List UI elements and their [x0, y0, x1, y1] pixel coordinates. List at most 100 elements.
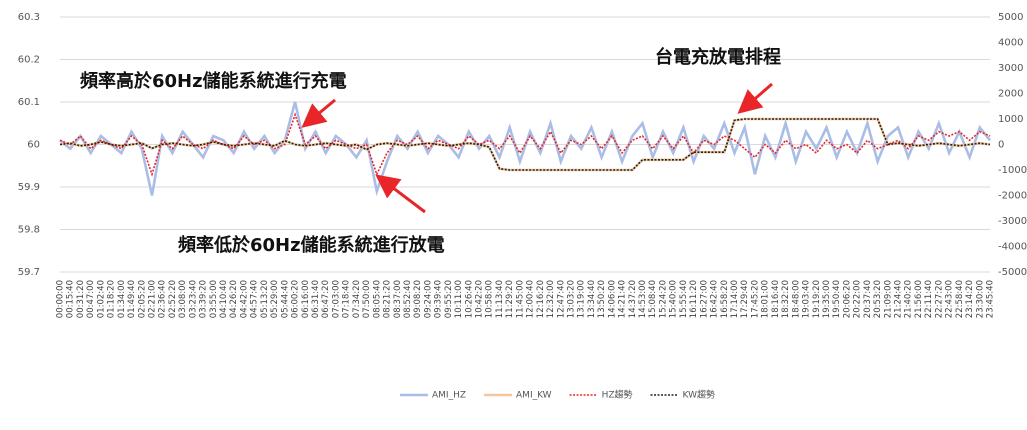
x-tick-label: 12:47:40	[556, 280, 566, 318]
x-tick-label: 16:58:20	[720, 280, 730, 318]
x-tick-label: 16:27:00	[699, 280, 709, 318]
x-tick-label: 21:40:20	[904, 280, 914, 318]
x-tick-label: 07:34:20	[352, 280, 362, 318]
x-tick-label: 14:53:00	[638, 280, 648, 318]
x-tick-label: 04:26:20	[229, 280, 239, 318]
x-tick-label: 03:55:00	[209, 280, 219, 318]
x-tick-label: 18:16:40	[771, 280, 781, 318]
x-tick-label: 06:00:20	[291, 280, 301, 318]
x-tick-label: 00:00:00	[56, 280, 66, 318]
x-tick-label: 10:58:00	[485, 280, 495, 318]
x-tick-label: 10:42:20	[475, 280, 485, 318]
x-tick-label: 00:15:40	[66, 280, 76, 318]
y-tick-label: 60	[27, 140, 40, 151]
x-tick-label: 19:03:40	[802, 280, 812, 318]
x-tick-label: 09:24:00	[423, 280, 433, 318]
x-tick-label: 14:06:00	[607, 280, 617, 318]
x-tick-label: 21:09:00	[883, 280, 893, 318]
y-tick-label: 59.9	[18, 182, 40, 193]
x-tick-label: 00:31:20	[76, 280, 86, 318]
x-tick-label: 05:13:20	[260, 280, 270, 318]
x-tick-label: 10:11:00	[454, 280, 464, 318]
x-tick-label: 10:26:40	[464, 280, 474, 318]
series-line	[59, 112, 991, 177]
x-tick-label: 23:14:20	[965, 280, 975, 318]
legend-label: KW趨勢	[683, 389, 715, 401]
x-tick-label: 22:58:40	[955, 280, 965, 318]
x-tick-label: 00:47:00	[86, 280, 96, 318]
x-tick-label: 18:01:00	[761, 280, 771, 318]
x-tick-label: 23:30:00	[975, 280, 985, 318]
x-tick-label: 16:11:20	[689, 280, 699, 318]
y-tick-label: 59.8	[18, 225, 40, 236]
y2-tick-label: 3000	[998, 63, 1023, 74]
y2-tick-label: -3000	[998, 216, 1027, 227]
x-tick-label: 22:43:00	[945, 280, 955, 318]
x-tick-label: 01:49:40	[127, 280, 137, 318]
arrow	[301, 98, 336, 128]
x-tick-label: 19:50:40	[832, 280, 842, 318]
x-tick-label: 13:50:20	[597, 280, 607, 318]
x-tick-label: 08:21:20	[383, 280, 393, 318]
y-tick-label: 60.2	[18, 55, 40, 66]
x-tick-label: 03:08:00	[178, 280, 188, 318]
x-tick-label: 06:31:40	[311, 280, 321, 318]
x-tick-label: 01:34:00	[117, 280, 127, 318]
y2-tick-label: -4000	[998, 242, 1027, 253]
x-tick-label: 04:10:40	[219, 280, 229, 318]
x-tick-label: 17:45:20	[750, 280, 760, 318]
x-tick-label: 11:29:20	[505, 280, 515, 318]
x-tick-label: 23:45:40	[986, 280, 996, 318]
x-tick-label: 01:02:40	[96, 280, 106, 318]
x-tick-label: 22:27:20	[934, 280, 944, 318]
x-tick-label: 05:29:00	[270, 280, 280, 318]
x-tick-label: 02:05:20	[137, 280, 147, 318]
series-line	[59, 101, 992, 197]
x-tick-label: 13:34:40	[587, 280, 597, 318]
x-tick-label: 04:57:40	[250, 280, 260, 318]
y2-tick-label: 4000	[998, 38, 1023, 49]
y2-tick-label: 1000	[998, 114, 1023, 125]
y2-tick-label: -1000	[998, 165, 1027, 176]
x-tick-label: 11:45:00	[515, 280, 525, 318]
x-tick-label: 22:11:40	[924, 280, 934, 318]
x-tick-label: 17:14:00	[730, 280, 740, 318]
x-tick-label: 18:32:20	[781, 280, 791, 318]
x-tick-label: 15:40:00	[669, 280, 679, 318]
legend-label: AMI_KW	[516, 391, 552, 401]
legend-label: HZ趨勢	[602, 389, 633, 401]
x-tick-label: 08:05:40	[372, 280, 382, 318]
y-tick-label: 59.7	[18, 267, 40, 278]
x-tick-label: 07:18:40	[342, 280, 352, 318]
x-tick-label: 13:03:20	[566, 280, 576, 318]
x-tick-label: 11:13:40	[495, 280, 505, 318]
x-tick-label: 21:56:00	[914, 280, 924, 318]
y2-tick-label: 2000	[998, 89, 1023, 100]
series-line	[59, 118, 991, 171]
x-tick-label: 15:24:20	[658, 280, 668, 318]
x-tick-label: 20:22:00	[853, 280, 863, 318]
plot: 59.7 59.8 59.9 60 60.1 60.2 60.3 -5000 -4000 -300…	[18, 12, 1027, 318]
arrow	[375, 174, 426, 214]
x-tick-label: 01:18:20	[107, 280, 117, 318]
x-tick-label: 08:52:40	[403, 280, 413, 318]
x-tick-label: 04:42:00	[239, 280, 249, 318]
annotation: 頻率高於60Hz儲能系統進行充電	[80, 70, 347, 92]
x-tick-label: 18:48:00	[791, 280, 801, 318]
x-tick-label: 06:16:00	[301, 280, 311, 318]
x-tick-label: 20:37:40	[863, 280, 873, 318]
annotation: 頻率低於60Hz儲能系統進行放電	[178, 234, 445, 256]
x-tick-label: 20:06:20	[842, 280, 852, 318]
x-tick-label: 12:32:00	[546, 280, 556, 318]
x-tick-label: 07:50:00	[362, 280, 372, 318]
y2-tick-label: 5000	[998, 12, 1023, 23]
x-tick-label: 16:42:40	[710, 280, 720, 318]
arrow	[737, 82, 773, 114]
x-tick-label: 09:39:40	[434, 280, 444, 318]
y2-tick-label: -5000	[998, 267, 1027, 278]
x-tick-label: 19:35:00	[822, 280, 832, 318]
x-tick-label: 03:23:40	[188, 280, 198, 318]
